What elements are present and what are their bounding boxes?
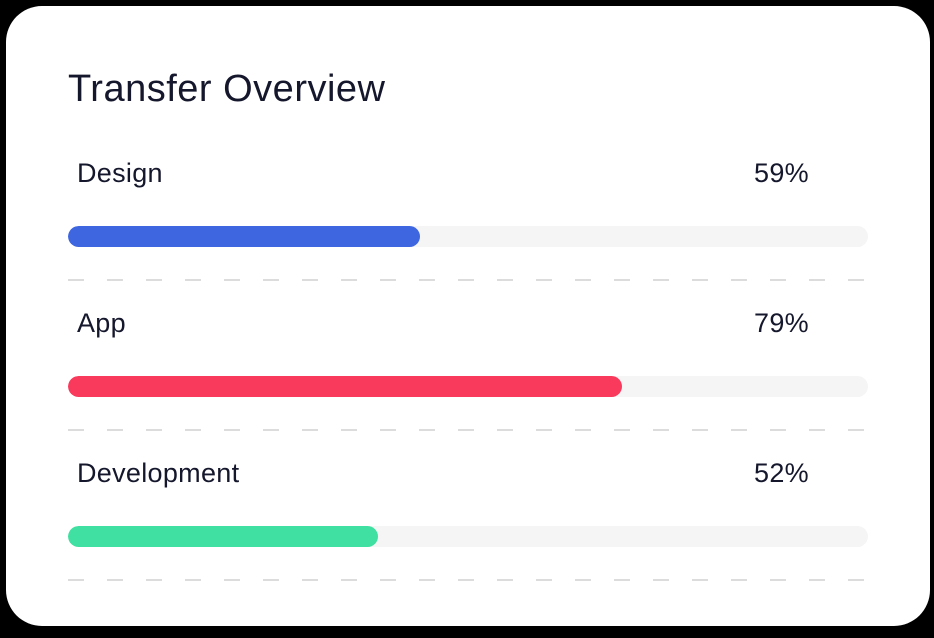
- row-header: Design 59%: [68, 155, 876, 191]
- progress-fill-development: [68, 526, 379, 547]
- row-percent-value: 79%: [754, 307, 809, 338]
- row-header: Development 52%: [68, 455, 876, 491]
- progress-row-design: Design 59%: [68, 155, 876, 281]
- progress-row-app: App 79%: [68, 305, 876, 431]
- progress-rows: Design 59% App 79% Development 52%: [68, 155, 876, 581]
- row-header: App 79%: [68, 305, 876, 341]
- dashed-separator: [68, 579, 876, 581]
- page-title: Transfer Overview: [68, 68, 386, 110]
- dashed-separator: [68, 429, 876, 431]
- dashed-separator: [68, 279, 876, 281]
- row-label: Development: [77, 457, 240, 488]
- progress-track: [68, 226, 868, 247]
- row-percent-value: 52%: [754, 457, 809, 488]
- progress-track: [68, 376, 868, 397]
- transfer-overview-card: Transfer Overview Design 59% App 79%: [6, 6, 930, 626]
- progress-fill-app: [68, 376, 623, 397]
- row-label: App: [77, 307, 126, 338]
- progress-fill-design: [68, 226, 420, 247]
- progress-row-development: Development 52%: [68, 455, 876, 581]
- row-label: Design: [77, 157, 163, 188]
- progress-track: [68, 526, 868, 547]
- row-percent-value: 59%: [754, 157, 809, 188]
